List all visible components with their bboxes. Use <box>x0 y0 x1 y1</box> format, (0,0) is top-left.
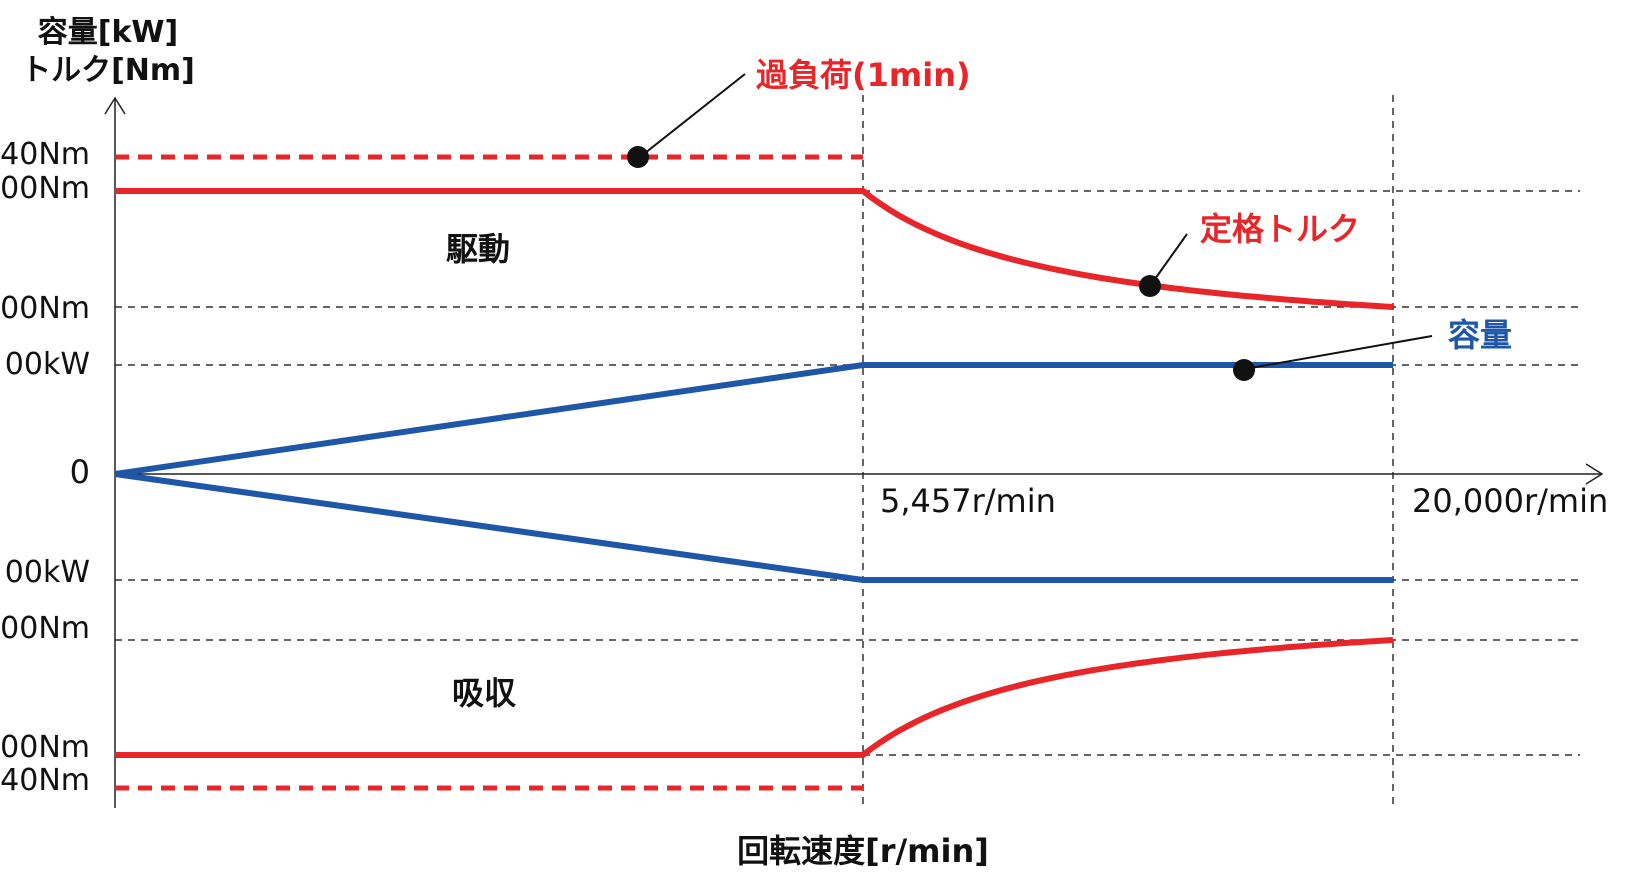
axes <box>104 96 1604 808</box>
y-tick-zero: 0 <box>70 453 90 491</box>
region-label-absorb: 吸収 <box>452 674 516 712</box>
y-tick-overload-top: 40Nm <box>0 137 90 172</box>
y-tick-capacity-top: 00kW <box>5 347 90 382</box>
callout-dot-rated-torque <box>1139 275 1161 297</box>
y-tick-rated-bottom: 00Nm <box>0 730 90 765</box>
series-capacity-drive <box>114 362 1393 477</box>
callout-leader-overload <box>639 73 746 158</box>
y-axis-label-line-1: 容量[kW] <box>38 15 178 50</box>
x-tick-base-speed: 5,457r/min <box>880 482 1056 520</box>
series-rated-torque-absorb <box>115 637 1394 758</box>
x-axis-arrow <box>1585 463 1604 485</box>
y-tick-capacity-bottom: 00kW <box>5 555 90 590</box>
annotation-overload: 過負荷(1min) <box>756 56 971 94</box>
series-rated-torque-drive <box>115 188 1394 310</box>
region-label-drive: 駆動 <box>446 230 510 268</box>
x-axis-label: 回転速度[r/min] <box>737 832 989 870</box>
callout-dot-overload <box>627 146 649 168</box>
callout-dot-capacity <box>1233 359 1255 381</box>
grid-guides <box>115 95 1580 808</box>
y-tick-torque-min-top: 00Nm <box>0 291 90 326</box>
y-axis-arrow <box>104 96 126 115</box>
annotation-capacity: 容量 <box>1448 316 1512 354</box>
y-tick-torque-min-bottom: 00Nm <box>0 611 90 646</box>
callout-leader-capacity <box>1244 335 1433 370</box>
y-tick-overload-bottom: 40Nm <box>0 763 90 798</box>
annotation-rated-torque: 定格トルク <box>1200 210 1360 248</box>
y-tick-rated-top: 00Nm <box>0 171 90 206</box>
y-axis-label-line-2: トルク[Nm] <box>21 53 195 88</box>
callouts <box>627 73 1433 381</box>
series-lines <box>114 154 1394 791</box>
x-tick-max-speed: 20,000r/min <box>1412 482 1608 520</box>
series-capacity-absorb <box>114 471 1393 583</box>
